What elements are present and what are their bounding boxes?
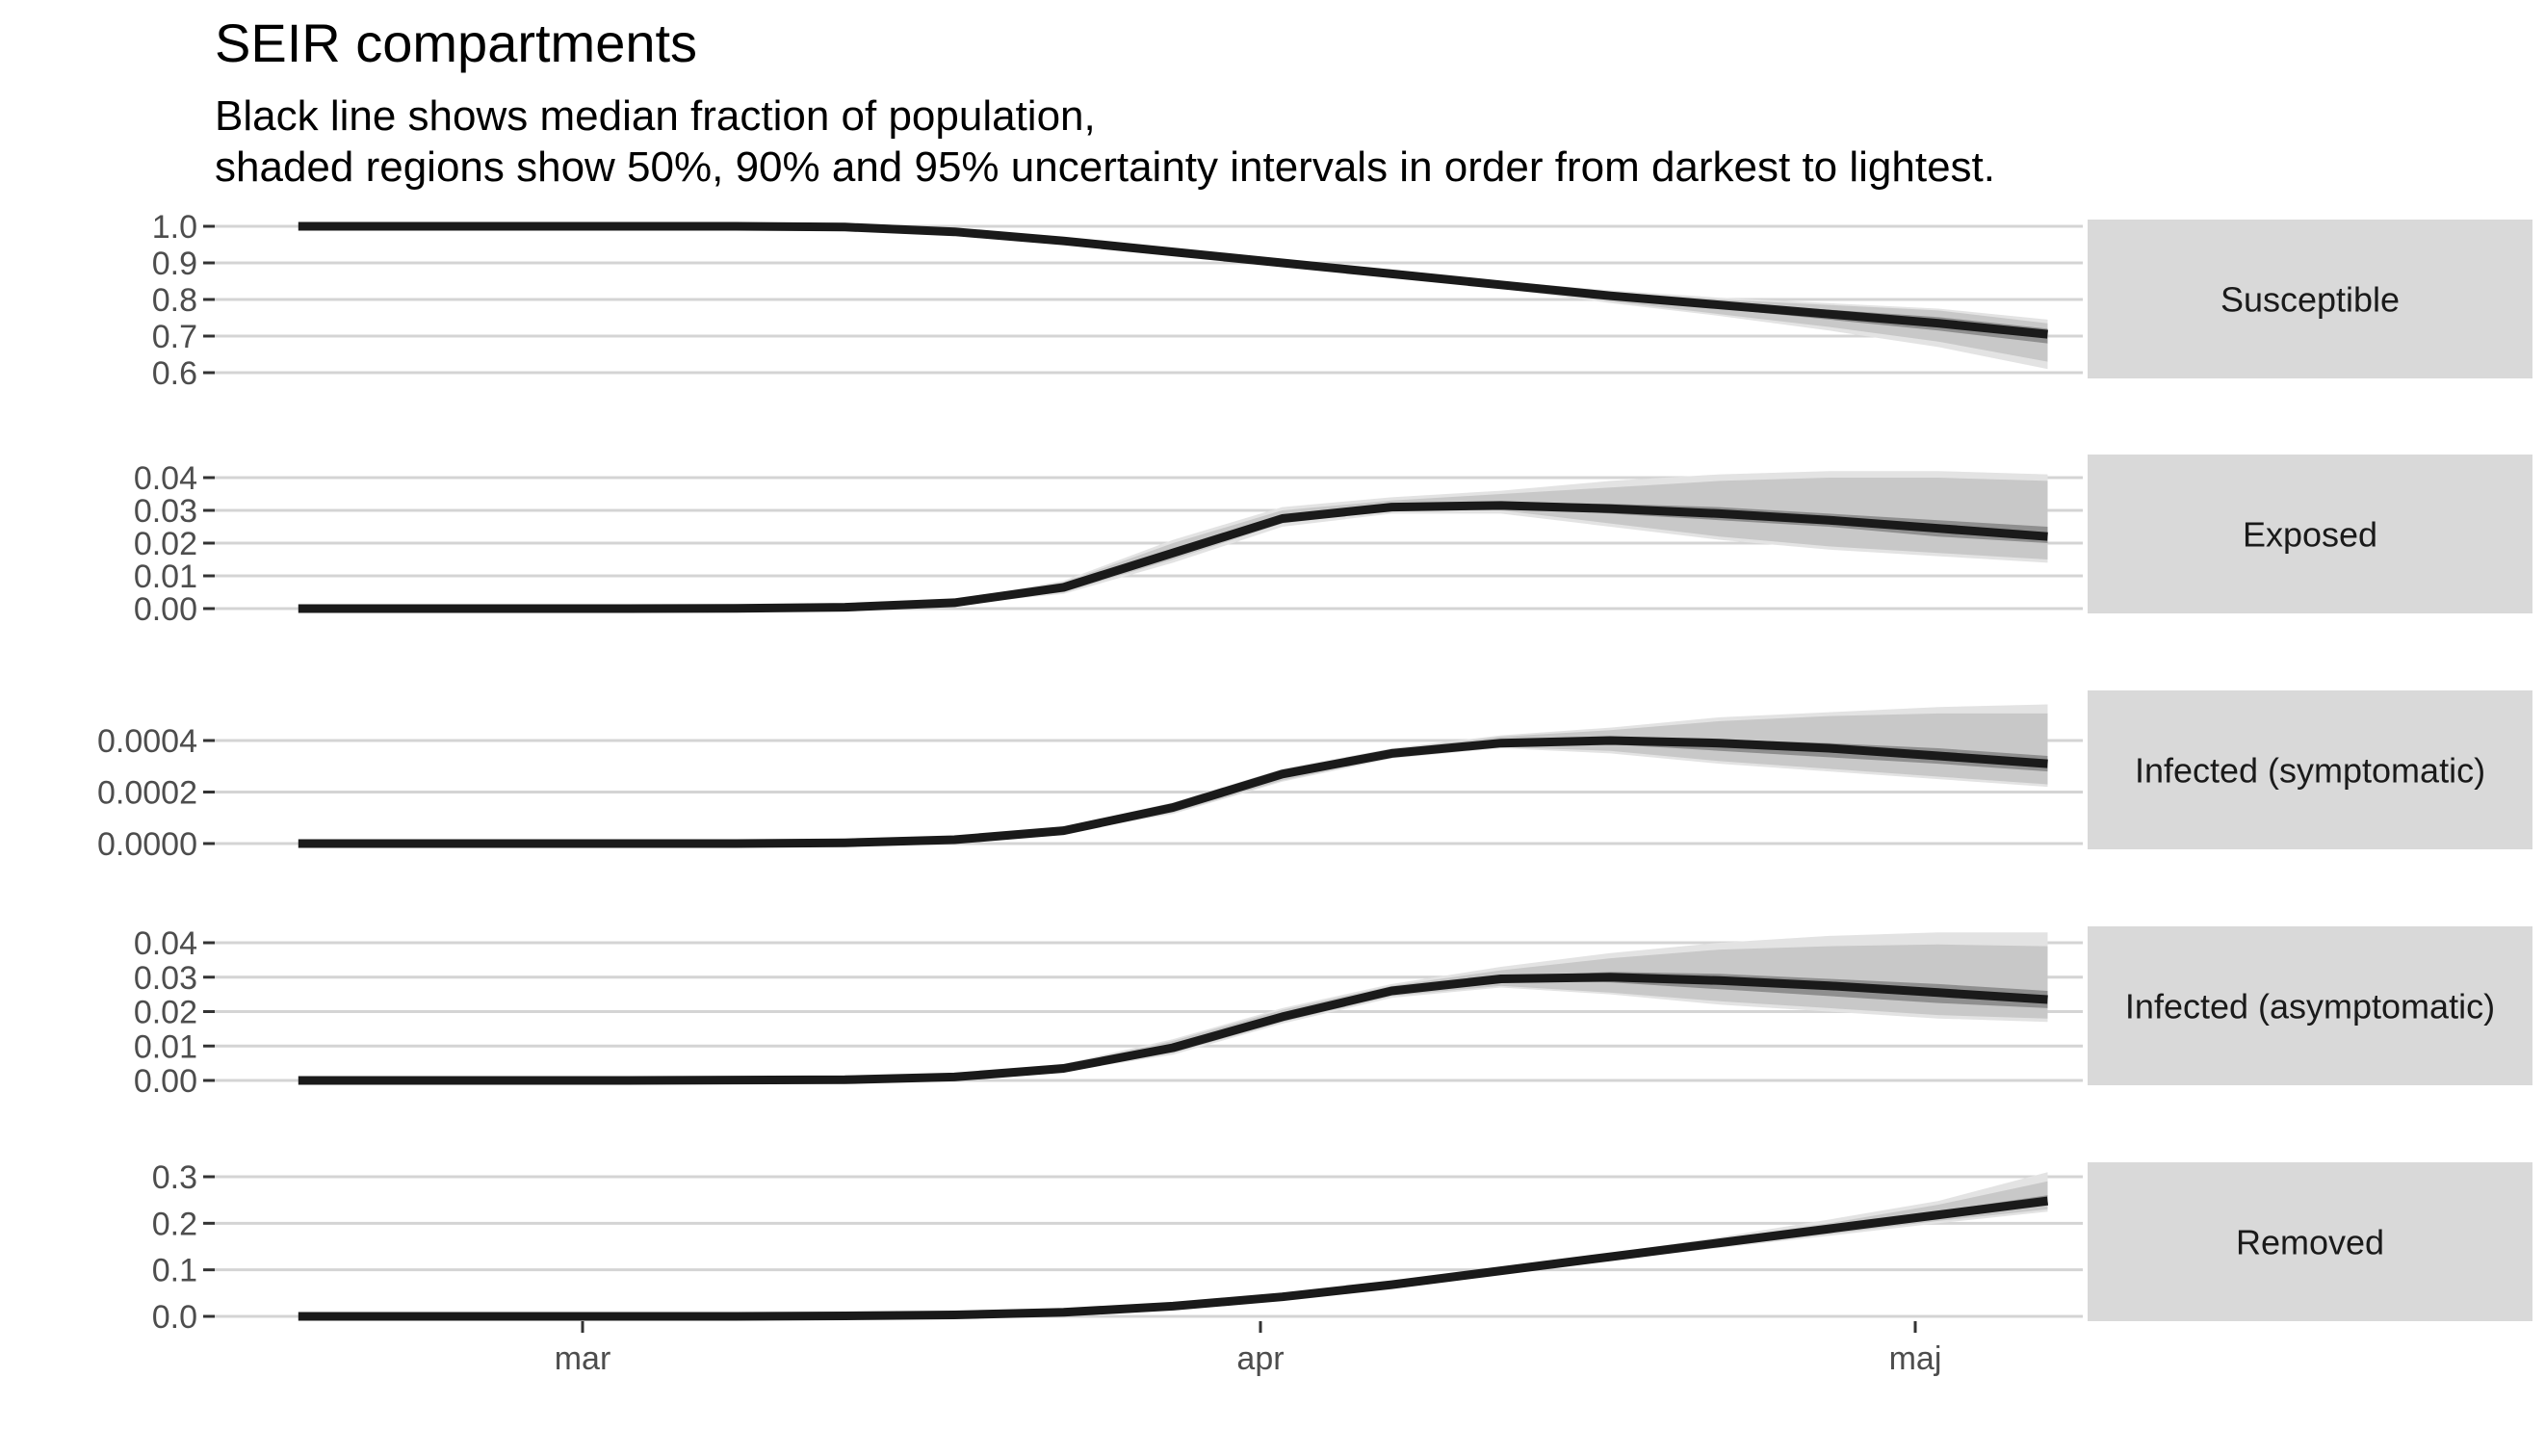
y-tick-label: 0.2	[152, 1206, 197, 1242]
y-tick-label: 0.3	[152, 1159, 197, 1196]
ci90-band	[298, 226, 2048, 362]
median-line	[298, 736, 2048, 848]
median-line	[298, 221, 2048, 339]
ci90-band	[298, 1181, 2048, 1316]
facet-strip-label: Susceptible	[2220, 280, 2400, 320]
chart-subtitle: Black line shows median fraction of popu…	[215, 91, 1995, 193]
subtitle-line-1: Black line shows median fraction of popu…	[215, 92, 1096, 140]
median-line	[298, 1196, 2049, 1321]
median-line	[298, 501, 2048, 613]
subtitle-line-2: shaded regions show 50%, 90% and 95% unc…	[215, 143, 1996, 191]
y-tick-label: 1.0	[152, 209, 197, 246]
facet-strip-label: Infected (asymptomatic)	[2125, 987, 2495, 1027]
ci50-band	[298, 972, 2048, 1080]
ci95-band	[298, 1172, 2048, 1316]
y-tick-label: 0.01	[134, 559, 197, 595]
y-tick-label: 0.0	[152, 1299, 197, 1336]
facet-strip	[2088, 1162, 2532, 1321]
facet-strip-label: Removed	[2236, 1223, 2384, 1262]
y-tick-label: 0.00	[134, 1063, 197, 1100]
y-tick-label: 0.0002	[97, 775, 197, 812]
ci95-band	[298, 226, 2048, 370]
facet-strip	[2088, 455, 2532, 613]
y-tick-label: 0.02	[134, 526, 197, 562]
facet-strip	[2088, 926, 2532, 1085]
facet-strip	[2088, 220, 2532, 378]
y-tick-label: 0.04	[134, 460, 197, 497]
x-tick-label: mar	[555, 1340, 611, 1377]
y-tick-label: 0.00	[134, 591, 197, 628]
x-tick-label: apr	[1236, 1340, 1284, 1377]
y-tick-label: 0.8	[152, 282, 197, 319]
y-tick-label: 0.03	[134, 493, 197, 530]
y-tick-label: 0.0000	[97, 826, 197, 863]
y-tick-label: 0.6	[152, 355, 197, 392]
y-tick-label: 0.03	[134, 960, 197, 997]
ci90-band	[298, 713, 2048, 844]
y-tick-label: 0.7	[152, 319, 197, 355]
facet-strip-label: Infected (symptomatic)	[2135, 751, 2485, 791]
ci50-band	[298, 1195, 2048, 1316]
chart-title: SEIR compartments	[215, 13, 698, 73]
y-tick-label: 0.0004	[97, 723, 197, 760]
y-tick-label: 0.1	[152, 1253, 197, 1289]
y-tick-label: 0.04	[134, 925, 197, 962]
x-tick-label: maj	[1889, 1340, 1942, 1377]
y-tick-label: 0.02	[134, 995, 197, 1031]
y-tick-label: 0.9	[152, 246, 197, 282]
facet-strip	[2088, 690, 2532, 849]
y-tick-label: 0.01	[134, 1028, 197, 1065]
ci50-band	[298, 226, 2048, 344]
facet-strip-label: Exposed	[2243, 515, 2377, 555]
median-line	[298, 973, 2048, 1085]
